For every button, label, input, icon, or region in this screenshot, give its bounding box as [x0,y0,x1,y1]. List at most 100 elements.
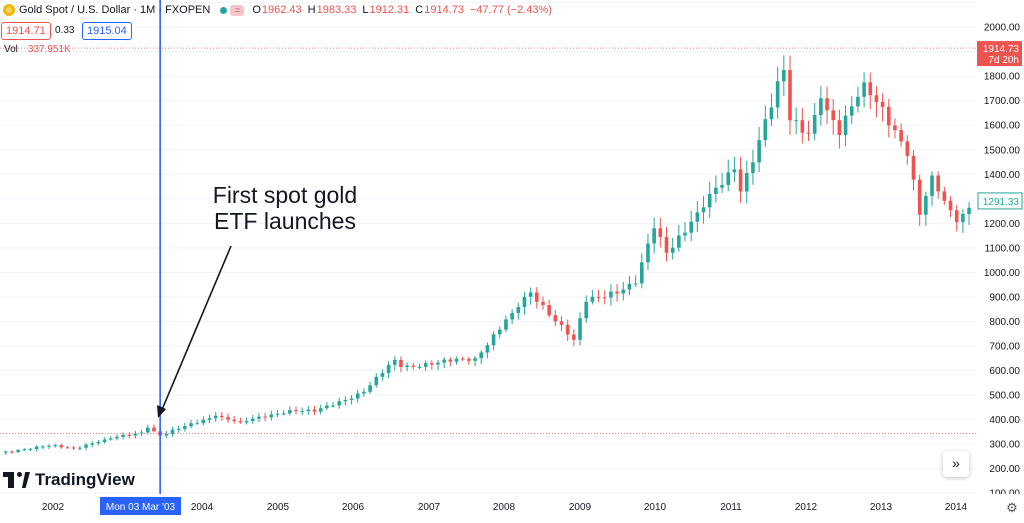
candle-body [831,110,836,121]
candle-body [250,418,255,422]
candle-body [22,449,27,451]
candle-body [127,434,132,436]
ask-button[interactable]: 1915.04 [82,22,132,40]
candle-body [343,400,348,402]
candle-body [627,283,632,290]
candle-body [732,169,737,173]
candle-body [905,141,910,156]
x-tick-label: 2012 [795,502,818,513]
candle-body [652,228,656,244]
bid-button[interactable]: 1914.71 [1,22,51,40]
candle-body [325,405,329,409]
candle-body [10,451,14,453]
candle-body [300,411,304,413]
candle-body [664,237,669,253]
double-chevron-right-icon[interactable]: » [943,451,969,477]
ohlc-open: 1962.43 [261,4,302,16]
candle-body [584,301,589,319]
y-tick-label: 700.00 [989,341,1020,352]
candle-body [108,438,113,440]
candle-body [677,235,681,248]
candle-body [522,296,527,308]
candle-body [145,427,150,433]
candle-body [726,172,731,185]
candle-body [189,423,193,427]
ohlc-high-key: H [307,4,316,16]
y-tick-label: 1200.00 [984,219,1021,230]
ohlc-change: −47.77 (−2.43%) [470,4,552,16]
candle-body [535,292,539,302]
candle-body [899,130,903,142]
candle-body [349,398,354,401]
candle-body [819,98,823,116]
ohlc-open-key: O [252,4,261,16]
candle-body [226,417,230,420]
candle-body [615,291,619,294]
candle-body [331,405,335,407]
candle-body [689,221,693,233]
candle-body [775,81,780,108]
candle-body [825,98,829,111]
candle-body [102,439,107,442]
candle-body [930,175,934,196]
annotation-text[interactable]: First spot gold ETF launches [195,182,375,234]
candle-body [47,445,51,447]
candle-body [71,447,76,449]
candle-body [34,446,39,450]
candle-body [843,115,848,136]
candle-body [436,362,440,365]
candle-body [886,106,891,126]
candle-body [269,414,274,418]
candle-body [862,82,866,97]
candle-body [602,297,607,299]
y-tick-label: 1000.00 [984,268,1021,279]
symbol-title[interactable]: Gold Spot / U.S. Dollar · 1M · FXOPEN [19,4,211,16]
candle-body [695,212,700,222]
candle-body [751,162,755,173]
x-tick-label: 2005 [267,502,290,513]
y-tick-label: 800.00 [989,317,1020,328]
x-tick-label: 2010 [644,502,667,513]
candle-body [288,410,292,414]
candle-body [312,409,317,412]
candle-body [516,307,521,314]
candle-body [948,200,953,211]
candle-body [368,385,372,392]
candle-body [386,364,391,374]
candle-body [497,329,502,335]
last-price-tag [977,192,1023,210]
candle-body [201,419,206,424]
candle-body [28,449,33,451]
y-tick-label: 900.00 [989,292,1020,303]
candle-body [306,409,311,412]
gear-icon[interactable]: ⚙ [1006,500,1018,515]
candle-body [281,413,286,415]
y-tick-label: 1100.00 [985,243,1021,254]
spread-value: 0.33 [55,25,75,36]
candle-body [399,359,403,368]
candle-body [961,214,965,223]
candle-body [53,445,57,447]
annotation-line-2: ETF launches [214,208,356,234]
x-tick-label: 2006 [342,502,365,513]
volume-legend[interactable]: Vol 337.951K [4,44,71,55]
candle-body [880,101,885,107]
candle-body [442,359,446,363]
candle-body [16,450,20,453]
candle-body [485,345,490,353]
tradingview-logo[interactable]: TradingView [3,470,135,490]
candle-body [547,305,551,316]
candle-body [232,419,237,422]
annotation-line-1: First spot gold [212,182,358,208]
candle-body [65,447,70,449]
visibility-toggle-icon[interactable]: = [230,4,245,16]
candle-body [954,210,959,223]
candle-body [763,119,768,141]
candle-body [578,318,582,340]
candle-body [380,373,385,377]
candle-body [121,434,125,437]
candle-body [183,426,187,429]
candle-body [164,433,169,436]
candle-body [213,415,218,419]
